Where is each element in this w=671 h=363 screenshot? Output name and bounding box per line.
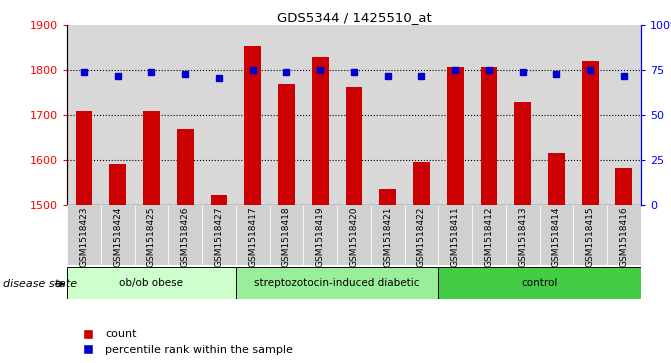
Bar — [312, 57, 329, 205]
Bar — [337, 205, 371, 265]
Bar — [202, 25, 236, 205]
Bar — [539, 25, 573, 205]
Bar — [447, 67, 464, 205]
Text: GSM1518422: GSM1518422 — [417, 206, 426, 267]
Text: GSM1518418: GSM1518418 — [282, 206, 291, 267]
Bar — [438, 205, 472, 265]
Bar — [548, 154, 565, 205]
Bar — [539, 205, 573, 265]
Bar — [607, 25, 641, 205]
Title: GDS5344 / 1425510_at: GDS5344 / 1425510_at — [276, 11, 431, 24]
Bar — [405, 205, 438, 265]
Bar — [379, 189, 396, 205]
Bar — [67, 205, 101, 265]
Bar — [236, 205, 270, 265]
FancyBboxPatch shape — [67, 267, 236, 299]
Bar — [615, 168, 632, 205]
FancyBboxPatch shape — [438, 267, 641, 299]
Bar — [405, 25, 438, 205]
Bar — [135, 25, 168, 205]
Text: GSM1518419: GSM1518419 — [315, 206, 325, 267]
Bar — [270, 205, 303, 265]
Bar — [270, 25, 303, 205]
Text: streptozotocin-induced diabetic: streptozotocin-induced diabetic — [254, 278, 420, 288]
Bar — [101, 25, 135, 205]
Bar — [371, 25, 405, 205]
Bar — [337, 25, 371, 205]
Bar — [371, 205, 405, 265]
Bar — [303, 25, 337, 205]
Bar — [211, 195, 227, 205]
Bar — [202, 205, 236, 265]
Bar — [176, 129, 194, 205]
Text: control: control — [521, 278, 558, 288]
Bar — [143, 111, 160, 205]
Text: disease state: disease state — [3, 279, 77, 289]
Text: GSM1518426: GSM1518426 — [180, 206, 190, 267]
FancyBboxPatch shape — [236, 267, 438, 299]
Bar — [278, 84, 295, 205]
Bar — [109, 164, 126, 205]
Text: GSM1518415: GSM1518415 — [586, 206, 595, 267]
Bar — [573, 25, 607, 205]
Text: GSM1518417: GSM1518417 — [248, 206, 257, 267]
Bar — [101, 205, 135, 265]
Bar — [438, 25, 472, 205]
Bar — [514, 102, 531, 205]
Bar — [76, 111, 93, 205]
Text: GSM1518420: GSM1518420 — [350, 206, 358, 267]
Bar — [472, 205, 506, 265]
Bar — [135, 205, 168, 265]
Text: GSM1518414: GSM1518414 — [552, 206, 561, 267]
Bar — [480, 67, 497, 205]
Text: GSM1518416: GSM1518416 — [619, 206, 629, 267]
Bar — [472, 25, 506, 205]
Bar — [67, 25, 101, 205]
Legend: count, percentile rank within the sample: count, percentile rank within the sample — [72, 325, 297, 359]
Text: GSM1518421: GSM1518421 — [383, 206, 393, 267]
Bar — [506, 25, 539, 205]
Text: ob/ob obese: ob/ob obese — [119, 278, 183, 288]
Bar — [607, 205, 641, 265]
Text: GSM1518427: GSM1518427 — [215, 206, 223, 267]
Text: GSM1518412: GSM1518412 — [484, 206, 493, 267]
Text: GSM1518413: GSM1518413 — [518, 206, 527, 267]
Bar — [346, 87, 362, 205]
Bar — [168, 205, 202, 265]
Bar — [573, 205, 607, 265]
Bar — [236, 25, 270, 205]
Bar — [168, 25, 202, 205]
Text: GSM1518425: GSM1518425 — [147, 206, 156, 267]
Bar — [303, 205, 337, 265]
Text: GSM1518423: GSM1518423 — [79, 206, 89, 267]
Bar — [244, 46, 261, 205]
Text: GSM1518424: GSM1518424 — [113, 206, 122, 267]
Text: GSM1518411: GSM1518411 — [451, 206, 460, 267]
Bar — [413, 162, 430, 205]
Bar — [506, 205, 539, 265]
Bar — [582, 61, 599, 205]
